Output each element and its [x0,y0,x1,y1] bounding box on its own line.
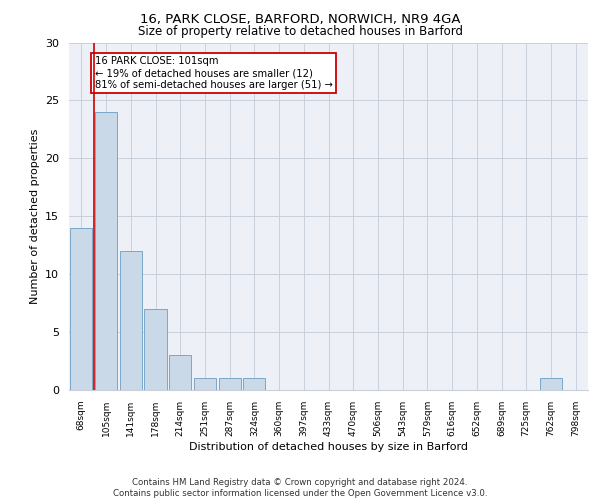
Bar [218,378,241,390]
Text: Size of property relative to detached houses in Barford: Size of property relative to detached ho… [137,25,463,38]
Bar [95,112,117,390]
X-axis label: Distribution of detached houses by size in Barford: Distribution of detached houses by size … [189,442,468,452]
Bar [145,309,167,390]
Text: 16, PARK CLOSE, BARFORD, NORWICH, NR9 4GA: 16, PARK CLOSE, BARFORD, NORWICH, NR9 4G… [140,12,460,26]
Text: 16 PARK CLOSE: 101sqm
← 19% of detached houses are smaller (12)
81% of semi-deta: 16 PARK CLOSE: 101sqm ← 19% of detached … [95,56,333,90]
Bar [194,378,216,390]
Bar [70,228,92,390]
Bar [243,378,265,390]
Bar [119,251,142,390]
Bar [540,378,562,390]
Text: Contains HM Land Registry data © Crown copyright and database right 2024.
Contai: Contains HM Land Registry data © Crown c… [113,478,487,498]
Bar [169,355,191,390]
Y-axis label: Number of detached properties: Number of detached properties [29,128,40,304]
